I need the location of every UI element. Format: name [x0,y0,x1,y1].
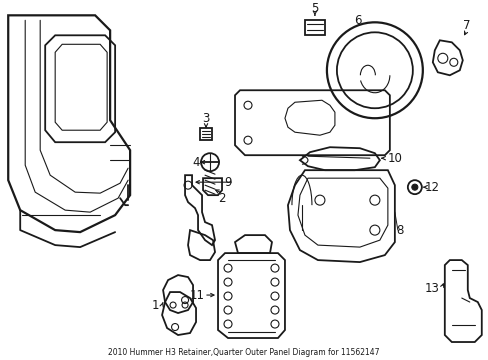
Text: 2010 Hummer H3 Retainer,Quarter Outer Panel Diagram for 11562147: 2010 Hummer H3 Retainer,Quarter Outer Pa… [108,347,379,356]
Text: 8: 8 [395,224,403,237]
Text: 5: 5 [310,2,318,15]
Text: 3: 3 [202,112,209,125]
Text: 4: 4 [192,156,200,169]
Text: 7: 7 [462,19,469,32]
Text: 1: 1 [151,298,159,311]
Text: 9: 9 [224,176,231,189]
Text: 13: 13 [424,282,438,294]
Text: 2: 2 [218,192,225,204]
Text: 6: 6 [353,14,361,27]
Text: 11: 11 [189,289,204,302]
Text: 10: 10 [386,152,402,165]
Circle shape [411,184,417,190]
Text: 12: 12 [424,181,438,194]
